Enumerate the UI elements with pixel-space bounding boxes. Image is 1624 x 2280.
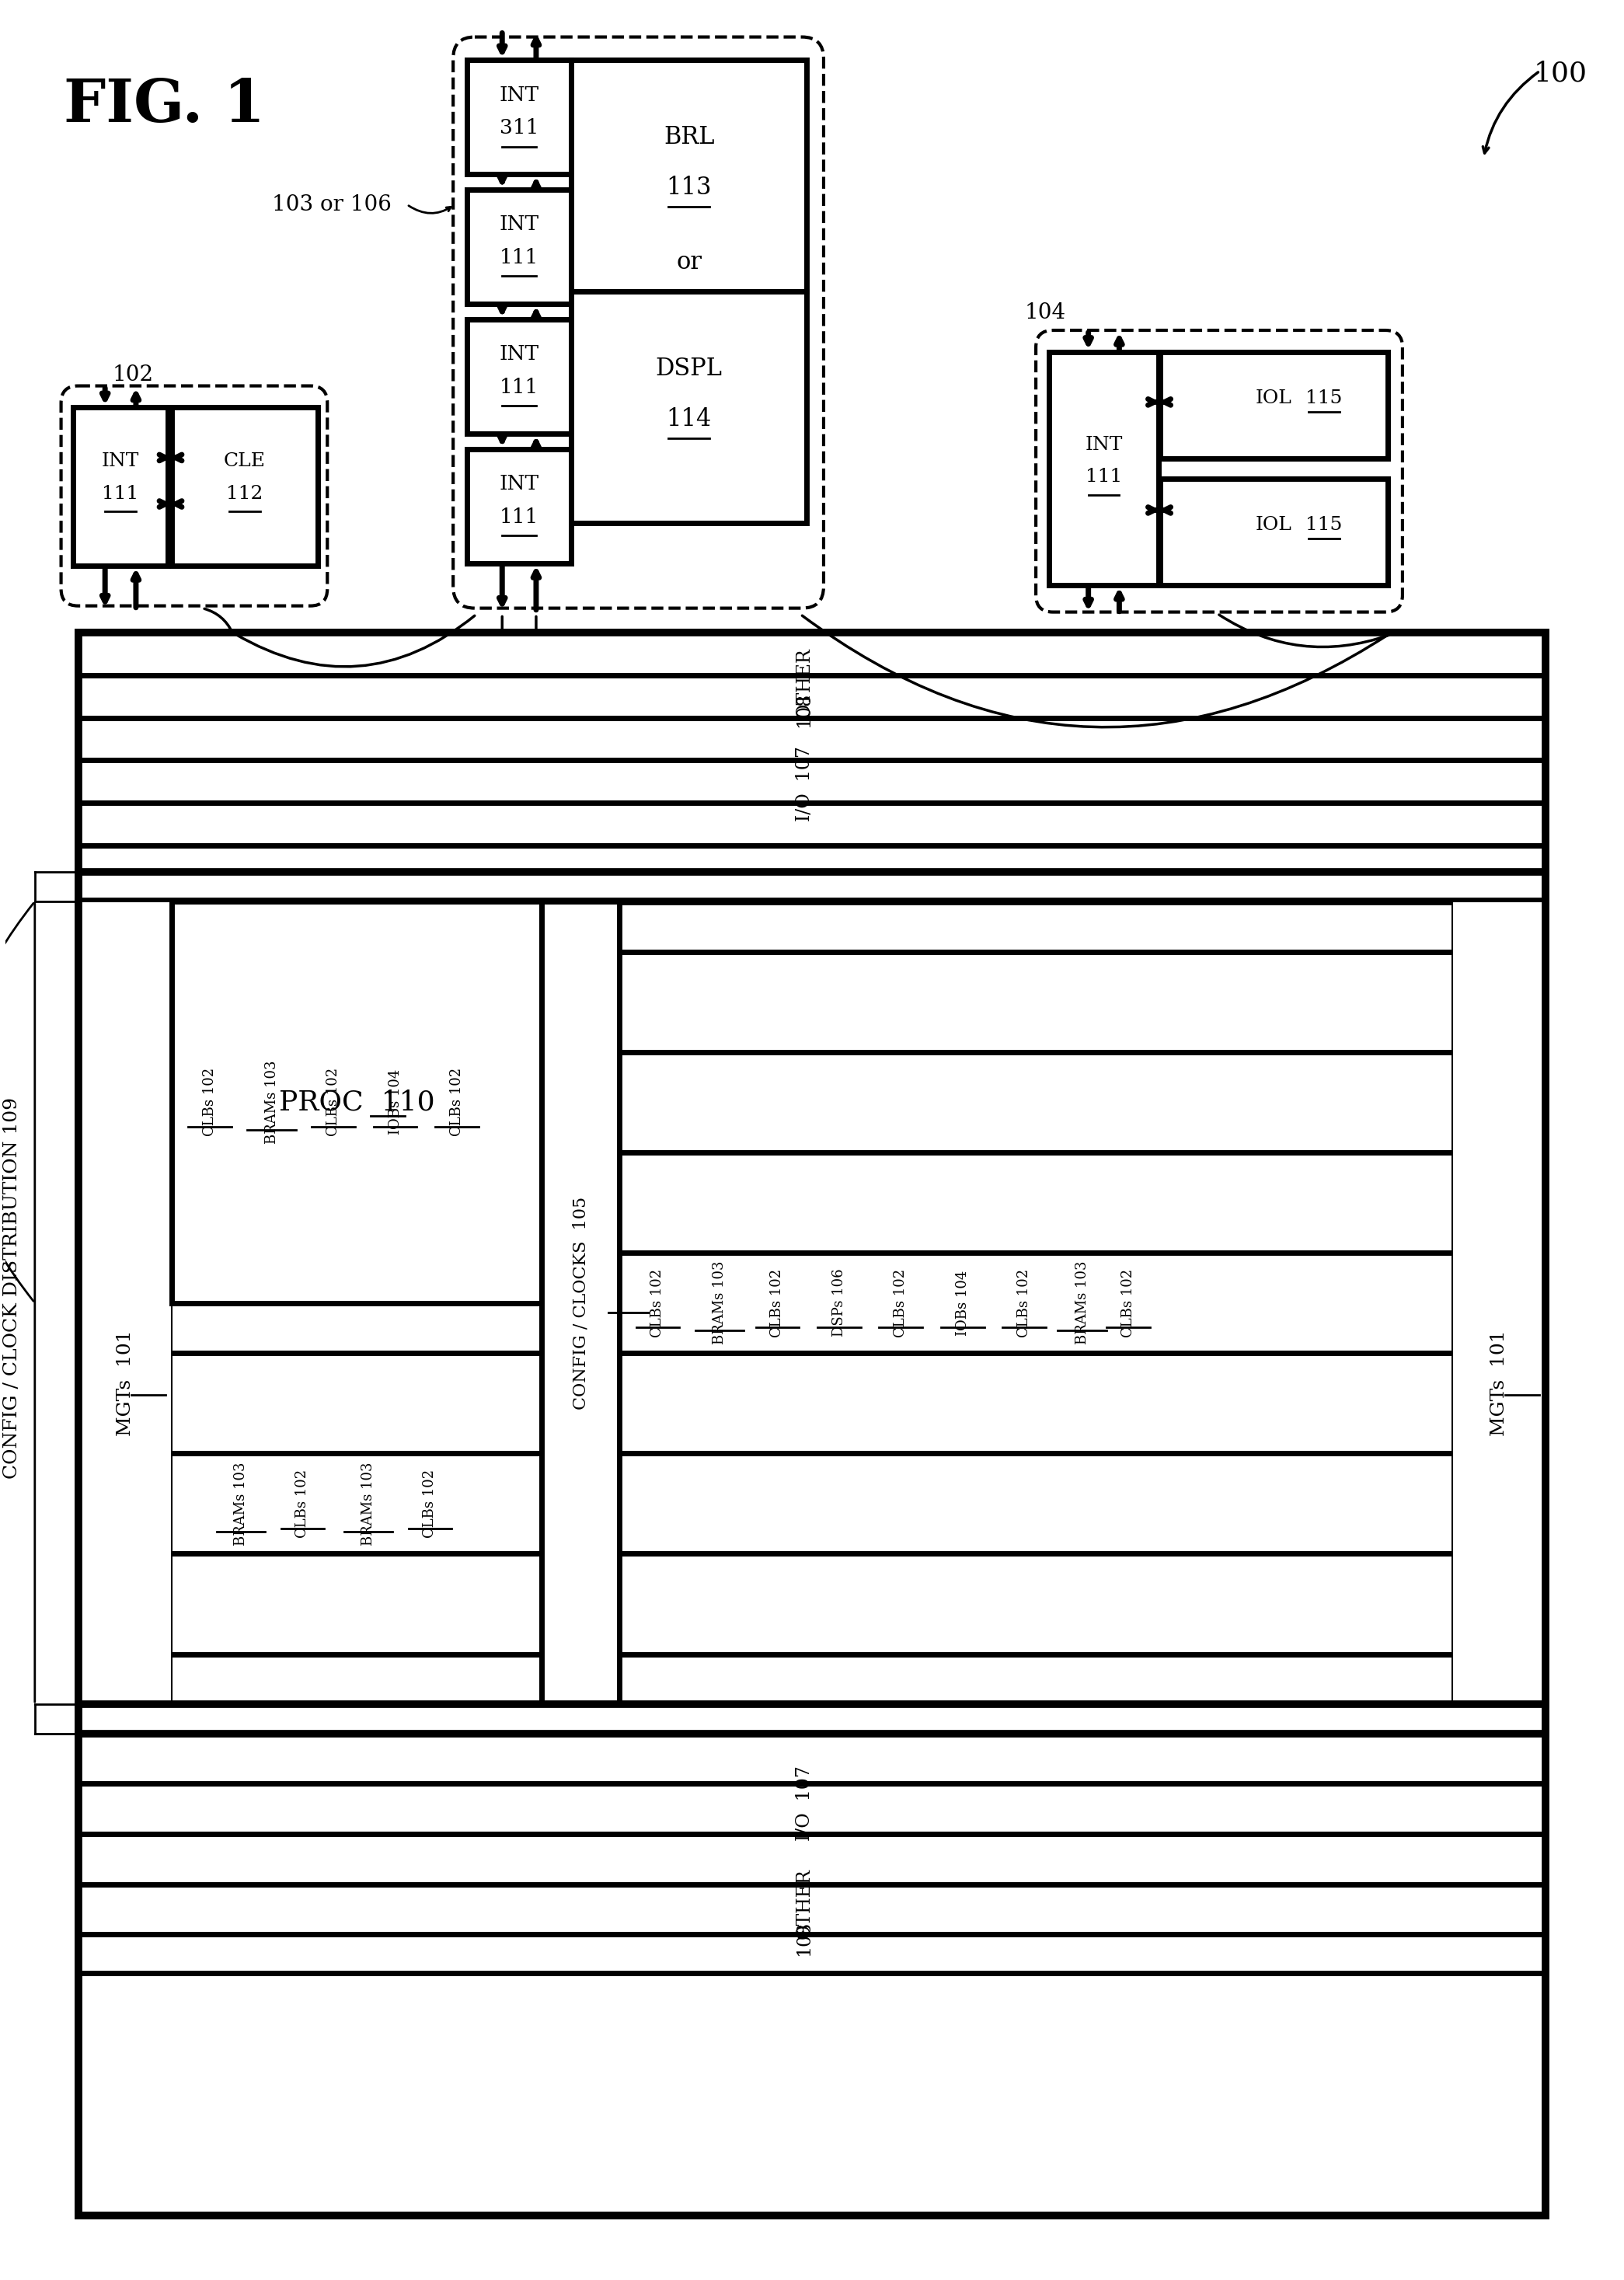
Text: CLBs 102: CLBs 102 xyxy=(893,1268,908,1336)
Text: I/O  107: I/O 107 xyxy=(796,746,814,821)
Text: INT: INT xyxy=(499,474,539,492)
FancyArrowPatch shape xyxy=(802,616,1389,727)
Text: INT: INT xyxy=(499,84,539,105)
Text: BRL: BRL xyxy=(664,125,715,150)
FancyArrowPatch shape xyxy=(235,616,474,666)
Text: 113: 113 xyxy=(666,176,711,201)
Text: CLBs 102: CLBs 102 xyxy=(1122,1268,1135,1336)
Bar xyxy=(80,901,1546,1703)
Text: INT: INT xyxy=(499,344,539,365)
Text: CLBs 102: CLBs 102 xyxy=(422,1468,437,1537)
Text: CLBs 102: CLBs 102 xyxy=(296,1468,310,1537)
Text: INT: INT xyxy=(102,451,140,470)
Text: CLBs 102: CLBs 102 xyxy=(651,1268,664,1336)
Text: BRAMs 103: BRAMs 103 xyxy=(361,1461,375,1546)
Text: IOBs 104: IOBs 104 xyxy=(388,1069,403,1135)
Text: BRAMs 103: BRAMs 103 xyxy=(234,1461,248,1546)
Text: DSPs 106: DSPs 106 xyxy=(831,1270,846,1336)
Text: FIG. 1: FIG. 1 xyxy=(63,78,265,135)
Bar xyxy=(572,59,807,292)
Text: 111: 111 xyxy=(102,486,138,504)
Text: 100: 100 xyxy=(1533,59,1587,87)
Bar xyxy=(572,292,807,524)
Text: 114: 114 xyxy=(666,408,711,431)
FancyArrowPatch shape xyxy=(205,609,232,632)
Text: CLE: CLE xyxy=(224,451,266,470)
Bar xyxy=(80,901,172,1703)
Bar xyxy=(1452,901,1546,1703)
Text: BRAMs 103: BRAMs 103 xyxy=(713,1261,726,1345)
Text: 112: 112 xyxy=(226,486,263,504)
Text: CLBs 102: CLBs 102 xyxy=(1017,1268,1031,1336)
Text: IOL: IOL xyxy=(1255,390,1293,408)
Text: 111: 111 xyxy=(500,508,539,527)
Text: MGTs  101: MGTs 101 xyxy=(117,1329,135,1436)
Text: INT: INT xyxy=(499,214,539,235)
FancyBboxPatch shape xyxy=(62,385,328,606)
Text: CONFIG / CLOCKS  105: CONFIG / CLOCKS 105 xyxy=(572,1197,590,1409)
Text: 115: 115 xyxy=(1306,390,1343,408)
Text: PROC  110: PROC 110 xyxy=(279,1090,435,1115)
Text: CLBs 102: CLBs 102 xyxy=(770,1268,784,1336)
Text: BRAMs 103: BRAMs 103 xyxy=(265,1060,279,1145)
Text: 104: 104 xyxy=(1025,303,1065,324)
Bar xyxy=(542,901,619,1703)
Bar xyxy=(73,408,167,565)
FancyBboxPatch shape xyxy=(1036,331,1403,611)
Text: 111: 111 xyxy=(500,378,539,397)
Bar xyxy=(80,634,1546,873)
Text: I/O  107: I/O 107 xyxy=(796,1765,814,1840)
Text: CLBs 102: CLBs 102 xyxy=(450,1067,464,1135)
Text: CONFIG / CLOCK DISTRIBUTION 109: CONFIG / CLOCK DISTRIBUTION 109 xyxy=(3,1097,21,1480)
Bar xyxy=(80,1733,1546,1972)
Text: INT: INT xyxy=(1085,435,1122,454)
Text: 108: 108 xyxy=(796,693,814,727)
Bar xyxy=(1049,351,1158,586)
Bar xyxy=(468,449,572,563)
FancyArrowPatch shape xyxy=(0,903,34,1302)
Text: BRAMs 103: BRAMs 103 xyxy=(1075,1261,1090,1345)
Text: 108: 108 xyxy=(796,1920,814,1956)
Bar xyxy=(172,901,542,1302)
Text: DSPL: DSPL xyxy=(656,358,723,381)
Text: IOBs 104: IOBs 104 xyxy=(955,1270,970,1336)
Bar xyxy=(80,634,1546,2216)
Bar xyxy=(468,189,572,303)
Bar xyxy=(172,408,318,565)
Bar xyxy=(80,634,1546,2216)
Bar xyxy=(1160,351,1389,458)
Text: or: or xyxy=(676,251,702,274)
Text: 103 or 106: 103 or 106 xyxy=(271,194,391,214)
FancyArrowPatch shape xyxy=(1220,616,1389,648)
Bar xyxy=(468,59,572,173)
Bar xyxy=(468,319,572,433)
Text: 311: 311 xyxy=(500,119,539,137)
Text: 102: 102 xyxy=(112,365,153,385)
Text: 115: 115 xyxy=(1306,515,1343,534)
Text: OTHER: OTHER xyxy=(796,1867,814,1938)
Text: 111: 111 xyxy=(1085,467,1122,486)
Text: 111: 111 xyxy=(500,249,539,267)
FancyBboxPatch shape xyxy=(453,36,823,609)
Text: CLBs 102: CLBs 102 xyxy=(326,1067,341,1135)
Bar xyxy=(1160,479,1389,586)
Text: CLBs 102: CLBs 102 xyxy=(203,1067,218,1135)
Text: OTHER: OTHER xyxy=(796,648,814,718)
Text: IOL: IOL xyxy=(1255,515,1293,534)
Text: MGTs  101: MGTs 101 xyxy=(1491,1329,1509,1436)
